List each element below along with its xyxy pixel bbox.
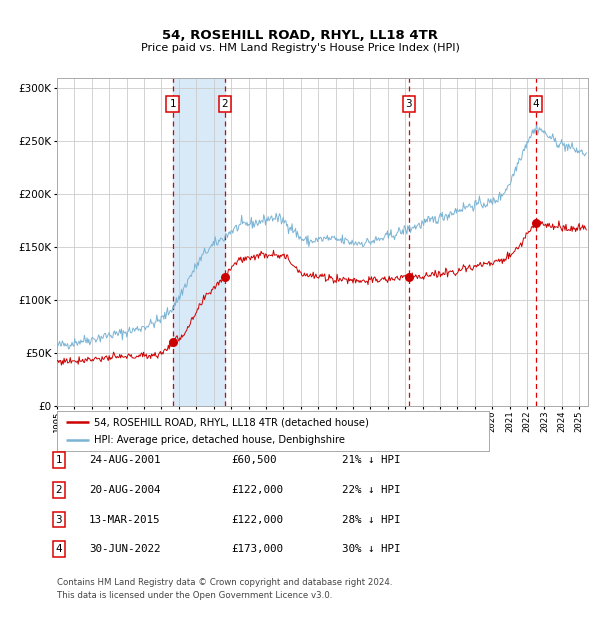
Text: 1: 1 — [55, 455, 62, 465]
Text: 24-AUG-2001: 24-AUG-2001 — [89, 455, 160, 465]
Text: £60,500: £60,500 — [231, 455, 277, 465]
Text: 4: 4 — [55, 544, 62, 554]
Text: 30% ↓ HPI: 30% ↓ HPI — [342, 544, 401, 554]
Text: This data is licensed under the Open Government Licence v3.0.: This data is licensed under the Open Gov… — [57, 591, 332, 600]
Text: 2: 2 — [55, 485, 62, 495]
Text: £122,000: £122,000 — [231, 485, 283, 495]
Text: 20-AUG-2004: 20-AUG-2004 — [89, 485, 160, 495]
Text: 28% ↓ HPI: 28% ↓ HPI — [342, 515, 401, 525]
Text: 13-MAR-2015: 13-MAR-2015 — [89, 515, 160, 525]
Text: 30-JUN-2022: 30-JUN-2022 — [89, 544, 160, 554]
Text: £173,000: £173,000 — [231, 544, 283, 554]
Text: 3: 3 — [55, 515, 62, 525]
Text: 3: 3 — [406, 99, 412, 109]
Text: 1: 1 — [169, 99, 176, 109]
Text: 21% ↓ HPI: 21% ↓ HPI — [342, 455, 401, 465]
Text: 54, ROSEHILL ROAD, RHYL, LL18 4TR (detached house): 54, ROSEHILL ROAD, RHYL, LL18 4TR (detac… — [94, 417, 368, 427]
Text: Price paid vs. HM Land Registry's House Price Index (HPI): Price paid vs. HM Land Registry's House … — [140, 43, 460, 53]
Text: 2: 2 — [221, 99, 228, 109]
Text: 4: 4 — [532, 99, 539, 109]
Text: 22% ↓ HPI: 22% ↓ HPI — [342, 485, 401, 495]
Text: HPI: Average price, detached house, Denbighshire: HPI: Average price, detached house, Denb… — [94, 435, 345, 445]
Text: 54, ROSEHILL ROAD, RHYL, LL18 4TR: 54, ROSEHILL ROAD, RHYL, LL18 4TR — [162, 30, 438, 42]
Text: Contains HM Land Registry data © Crown copyright and database right 2024.: Contains HM Land Registry data © Crown c… — [57, 578, 392, 587]
Bar — [173, 78, 225, 406]
Text: £122,000: £122,000 — [231, 515, 283, 525]
